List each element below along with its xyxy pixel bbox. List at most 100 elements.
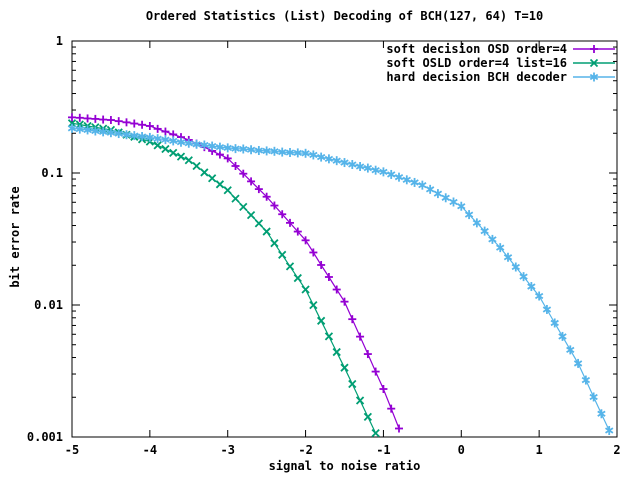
legend-sample bbox=[573, 72, 615, 82]
series-marker-asterisk bbox=[363, 164, 373, 172]
series-marker-cross bbox=[270, 239, 279, 248]
x-tick-label: -3 bbox=[220, 443, 234, 457]
legend: soft decision OSD order=4 soft OSLD order… bbox=[386, 42, 615, 84]
series-line bbox=[71, 127, 610, 431]
series-marker-cross bbox=[192, 161, 201, 171]
series-marker-asterisk bbox=[433, 190, 443, 197]
series-marker-asterisk bbox=[449, 198, 458, 206]
series-marker-asterisk bbox=[176, 139, 186, 146]
series-marker-cross bbox=[363, 412, 372, 422]
series-marker-asterisk bbox=[262, 147, 271, 155]
series-marker-asterisk bbox=[355, 163, 365, 170]
series-marker-cross bbox=[254, 219, 263, 228]
series-marker-cross bbox=[223, 186, 232, 195]
series-marker-asterisk bbox=[122, 131, 131, 138]
series-marker-cross bbox=[200, 168, 209, 177]
series-marker-asterisk bbox=[184, 140, 193, 147]
series-marker-asterisk bbox=[75, 125, 84, 133]
series-marker-asterisk bbox=[246, 146, 256, 153]
series-marker-asterisk bbox=[605, 427, 614, 434]
series-marker-cross bbox=[153, 141, 162, 150]
series-marker-asterisk bbox=[527, 283, 536, 290]
series-marker-asterisk bbox=[542, 306, 552, 313]
series-marker-asterisk bbox=[589, 73, 599, 81]
series-marker-asterisk bbox=[503, 254, 513, 261]
series-marker-cross bbox=[231, 194, 240, 203]
series-marker-cross bbox=[239, 202, 248, 211]
x-tick-label: 1 bbox=[536, 443, 543, 457]
series-marker-asterisk bbox=[371, 167, 380, 174]
series-marker-asterisk bbox=[589, 393, 598, 401]
series-marker-cross bbox=[246, 210, 256, 220]
series-marker-cross bbox=[278, 250, 287, 259]
series-marker-cross bbox=[332, 347, 341, 357]
y-axis-label: bit error rate bbox=[8, 186, 22, 288]
series-marker-asterisk bbox=[67, 125, 77, 132]
series-marker-asterisk bbox=[270, 148, 279, 155]
series-marker-cross bbox=[215, 180, 225, 189]
series-marker-asterisk bbox=[496, 244, 505, 251]
series-marker-asterisk bbox=[387, 171, 396, 178]
series-marker-asterisk bbox=[215, 143, 225, 151]
series-marker-asterisk bbox=[114, 130, 123, 137]
series-marker-cross bbox=[184, 156, 193, 165]
series-marker-asterisk bbox=[332, 157, 341, 164]
legend-sample bbox=[573, 58, 615, 68]
x-axis-label: signal to noise ratio bbox=[268, 459, 421, 473]
series-marker-cross bbox=[589, 58, 599, 68]
series-marker-cross bbox=[262, 227, 271, 236]
series-marker-asterisk bbox=[278, 148, 287, 156]
series-marker-asterisk bbox=[566, 346, 575, 354]
series-marker-asterisk bbox=[348, 161, 357, 168]
y-tick-label: 1 bbox=[56, 34, 63, 48]
series-marker-asterisk bbox=[316, 153, 326, 161]
series-marker-asterisk bbox=[441, 194, 450, 201]
series-marker-asterisk bbox=[200, 141, 209, 149]
series-marker-asterisk bbox=[169, 137, 178, 145]
legend-row: hard decision BCH decoder bbox=[386, 70, 615, 84]
series-marker-asterisk bbox=[83, 126, 92, 134]
y-tick-label: 0.001 bbox=[27, 430, 63, 444]
series-marker-asterisk bbox=[231, 145, 240, 152]
series-marker-asterisk bbox=[511, 263, 520, 271]
series-marker-asterisk bbox=[324, 155, 334, 163]
series-marker-cross bbox=[371, 428, 380, 438]
series-marker-cross bbox=[161, 144, 170, 154]
series-marker-asterisk bbox=[379, 168, 388, 176]
series-marker-asterisk bbox=[223, 144, 232, 152]
x-tick-label: -5 bbox=[65, 443, 79, 457]
series-marker-asterisk bbox=[285, 149, 295, 156]
x-tick-label: 0 bbox=[458, 443, 465, 457]
legend-row: soft decision OSD order=4 bbox=[386, 42, 615, 56]
chart-title: Ordered Statistics (List) Decoding of BC… bbox=[145, 9, 544, 23]
x-tick-label: -1 bbox=[376, 443, 390, 457]
series-marker-asterisk bbox=[550, 319, 559, 327]
series-marker-asterisk bbox=[106, 129, 116, 136]
series-marker-asterisk bbox=[161, 136, 170, 143]
series-marker-asterisk bbox=[293, 149, 302, 157]
series-marker-asterisk bbox=[418, 181, 427, 189]
series-marker-asterisk bbox=[581, 376, 591, 384]
series-marker-asterisk bbox=[340, 159, 349, 166]
series-marker-cross bbox=[208, 174, 217, 183]
series-marker-asterisk bbox=[457, 203, 466, 210]
legend-sample bbox=[573, 45, 615, 53]
series-marker-asterisk bbox=[410, 179, 419, 186]
series-marker-cross bbox=[324, 332, 334, 341]
series-marker-asterisk bbox=[254, 147, 264, 154]
series-marker-asterisk bbox=[464, 211, 474, 218]
series-marker-asterisk bbox=[573, 360, 583, 367]
series-marker-asterisk bbox=[480, 227, 489, 235]
series-marker-cross bbox=[340, 363, 349, 372]
series-marker-asterisk bbox=[597, 410, 606, 417]
x-tick-label: -4 bbox=[143, 443, 157, 457]
legend-row: soft OSLD order=4 list=16 bbox=[386, 56, 615, 70]
series-marker-asterisk bbox=[301, 150, 310, 157]
legend-label: hard decision BCH decoder bbox=[386, 70, 567, 84]
series-marker-asterisk bbox=[394, 174, 404, 181]
series-marker-asterisk bbox=[309, 151, 318, 159]
series-marker-asterisk bbox=[425, 186, 435, 193]
series-marker-asterisk bbox=[488, 236, 497, 243]
series-marker-asterisk bbox=[519, 273, 528, 280]
